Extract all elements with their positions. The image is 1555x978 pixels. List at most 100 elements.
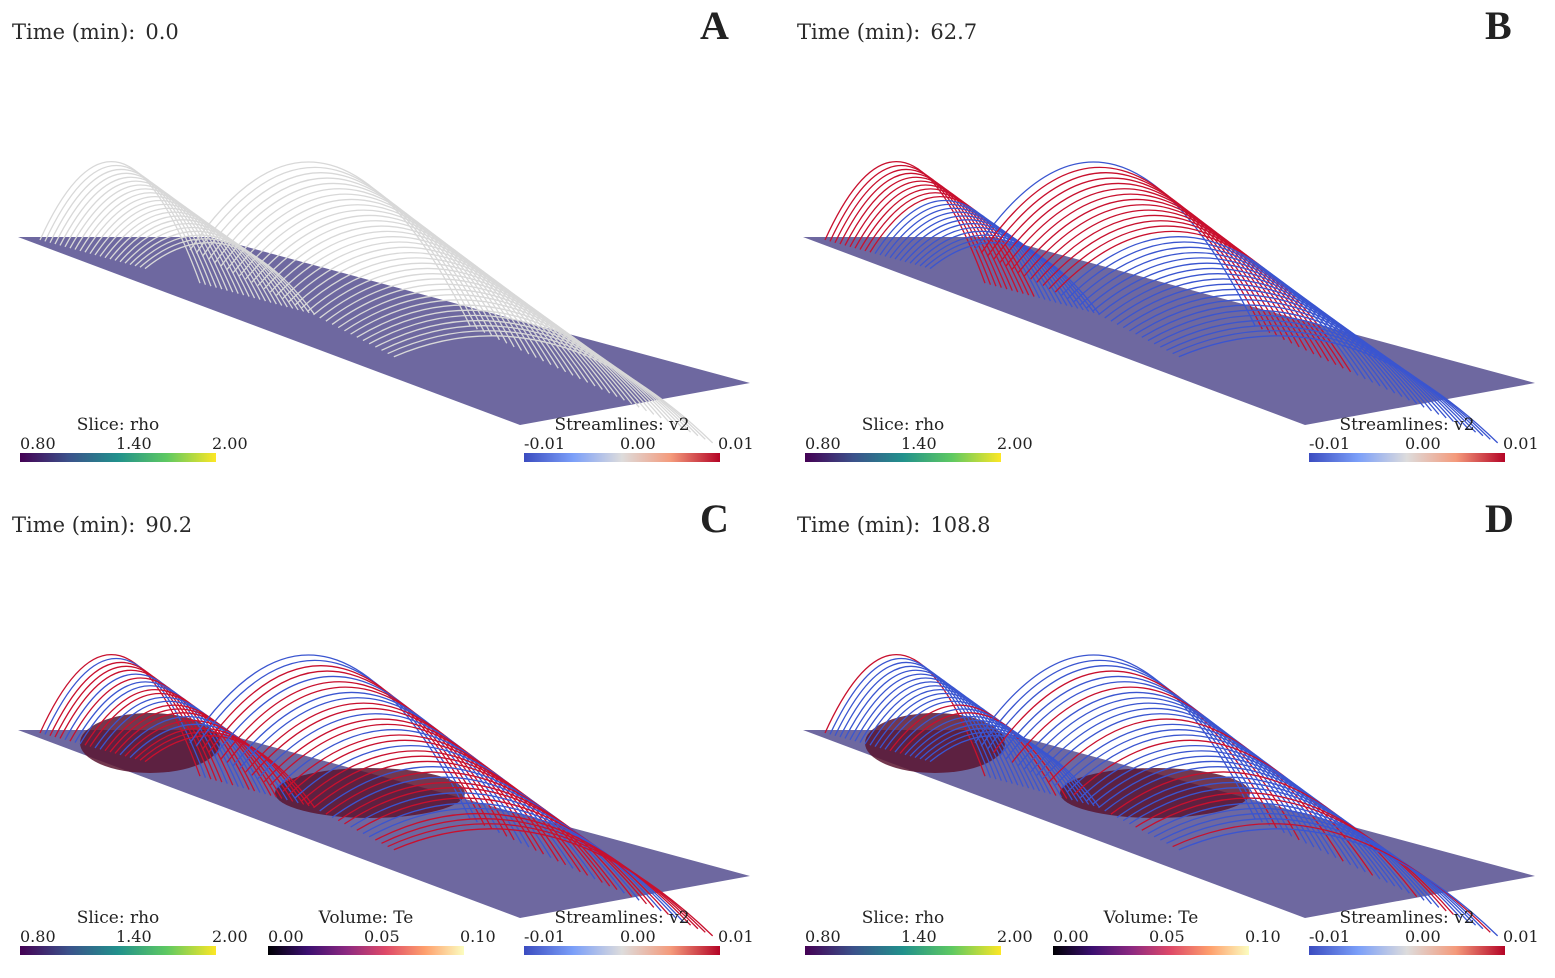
streamline <box>1085 750 1388 883</box>
streamline <box>1153 314 1469 430</box>
streamline <box>1159 320 1477 433</box>
panel-a: Time (min): 0.0 A Slice: rho 0.80 1.40 2.00… <box>0 0 777 485</box>
streamline <box>980 166 1263 330</box>
streamline <box>854 677 1019 786</box>
streamline <box>909 226 1079 309</box>
legend-streamlines: Streamlines: v2 -0.01 0.00 0.01 <box>524 908 754 955</box>
legend-slice: Slice: rho 0.80 1.40 2.00 <box>805 415 1033 462</box>
streamlines <box>824 161 1499 444</box>
colorbar-viridis <box>805 453 1001 462</box>
streamline <box>879 203 1046 300</box>
streamline <box>263 225 559 369</box>
legend-mid: 0.00 <box>620 434 656 453</box>
scene-d <box>803 654 1535 937</box>
streamline <box>393 335 714 444</box>
legend-title: Volume: Te <box>318 908 414 928</box>
colorbar-coolwarm <box>524 946 720 955</box>
streamline <box>381 325 699 437</box>
scene-c <box>18 654 750 937</box>
legend-min: 0.80 <box>805 927 841 946</box>
streamline <box>368 807 684 923</box>
streamline <box>201 665 486 827</box>
streamline <box>1030 702 1322 851</box>
streamline <box>69 677 234 786</box>
legend-mid: 1.40 <box>116 927 152 946</box>
time-readout: Time (min): 62.7 <box>797 20 977 44</box>
streamline <box>894 215 1062 305</box>
streamline <box>849 180 1013 291</box>
streamline <box>313 760 618 891</box>
streamline <box>49 168 212 287</box>
streamline <box>1048 225 1344 369</box>
streamline <box>829 658 992 778</box>
streamline <box>1178 828 1499 937</box>
streamline <box>44 165 207 285</box>
streamline <box>387 823 706 933</box>
streamlines <box>824 654 1499 937</box>
streamline <box>889 704 1057 796</box>
streamline <box>189 161 471 326</box>
streamline <box>300 257 603 390</box>
streamlines <box>39 654 714 937</box>
streamline <box>1166 325 1484 437</box>
legend-min: -0.01 <box>1309 434 1351 453</box>
colorbar-viridis <box>20 946 216 955</box>
streamline <box>999 182 1285 341</box>
colorbar-viridis <box>20 453 216 462</box>
streamline <box>824 161 986 284</box>
legend-title: Slice: rho <box>76 908 160 928</box>
colorbar-coolwarm <box>1309 946 1505 955</box>
colorbar-coolwarm <box>1309 453 1505 462</box>
streamline <box>859 681 1024 787</box>
streamline <box>245 702 537 851</box>
legend-title: Slice: rho <box>76 415 160 435</box>
streamline <box>350 299 662 419</box>
streamline <box>1067 241 1366 380</box>
streamline <box>49 661 212 780</box>
legend-title: Slice: rho <box>861 415 945 435</box>
streamline <box>214 675 500 834</box>
streamline <box>356 304 670 422</box>
streamline <box>220 188 508 344</box>
streamline <box>980 659 1263 823</box>
streamline <box>337 288 647 412</box>
legend-streamlines: Streamlines: v2 -0.01 0.00 0.01 <box>524 416 754 462</box>
legend-mid: 0.00 <box>1405 927 1441 946</box>
streamline <box>1011 686 1300 841</box>
legend-min: 0.80 <box>20 927 56 946</box>
streamline <box>1153 807 1469 923</box>
streamline <box>874 692 1041 792</box>
legend-min: -0.01 <box>524 927 566 946</box>
legend-volume: Volume: Te 0.00 0.05 0.10 <box>1053 909 1281 955</box>
streamline <box>282 734 581 873</box>
streamline <box>294 744 596 880</box>
panel-c: Time (min): 90.2 C Slice: rho 0.80 1.40 2.0… <box>0 493 777 978</box>
legend-max: 0.10 <box>1245 927 1281 946</box>
legend-max: 2.00 <box>997 434 1033 453</box>
colorbar-coolwarm <box>524 453 720 462</box>
legend-title: Slice: rho <box>861 908 945 928</box>
legend-mid: 0.05 <box>1149 927 1185 946</box>
streamline <box>859 188 1024 294</box>
legend-title: Streamlines: v2 <box>554 908 690 928</box>
streamline <box>99 700 267 795</box>
streamline <box>195 659 478 823</box>
streamline <box>79 685 245 789</box>
streamline <box>362 802 677 919</box>
legend-streamlines: Streamlines: v2 -0.01 0.00 0.01 <box>1309 416 1539 462</box>
volume-blob <box>1060 768 1250 818</box>
legend-min: -0.01 <box>524 434 566 453</box>
streamline <box>1011 193 1300 348</box>
streamline <box>344 787 655 908</box>
streamline <box>39 161 201 284</box>
streamline <box>1159 813 1477 926</box>
streamlines <box>39 161 714 444</box>
streamline <box>109 708 277 798</box>
streamline <box>368 314 684 430</box>
time-value: 0.0 <box>145 20 179 44</box>
legend-max: 0.01 <box>1503 434 1539 453</box>
legend-mid: 1.40 <box>901 927 937 946</box>
streamline <box>924 238 1095 314</box>
streamline <box>1178 335 1499 444</box>
time-label: Time (min): <box>12 20 136 44</box>
